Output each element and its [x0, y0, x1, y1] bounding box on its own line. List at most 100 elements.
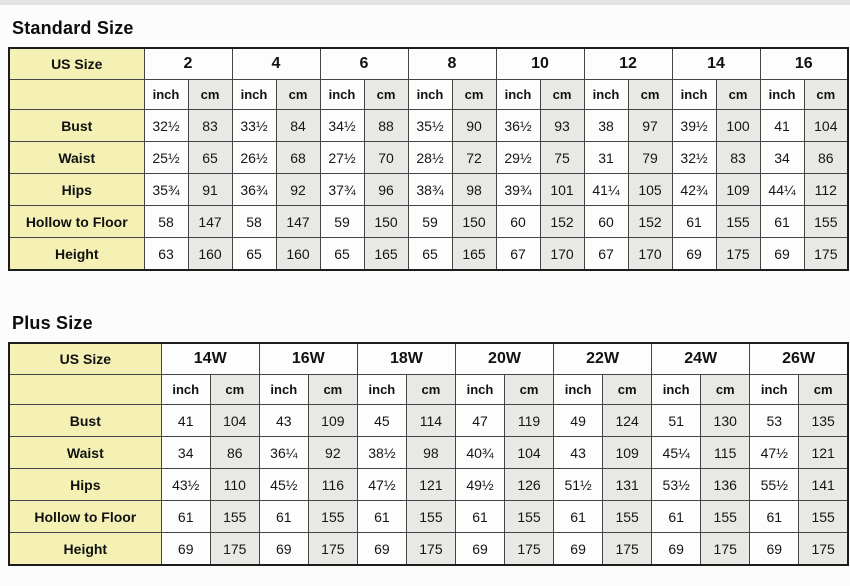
cm-value-cell: 72 [451, 141, 497, 174]
inch-value-cell: 27½ [319, 141, 365, 174]
inch-value-cell: 36½ [495, 109, 541, 142]
cm-value-cell: 79 [627, 141, 673, 174]
cm-unit-cell: cm [803, 79, 849, 110]
size-header-cell: 4 [231, 47, 321, 80]
inch-value-cell: 26½ [231, 141, 277, 174]
inch-unit-cell: inch [258, 374, 309, 405]
inch-value-cell: 60 [583, 205, 629, 238]
size-header-cell: 12 [583, 47, 673, 80]
cm-value-cell: 175 [798, 532, 849, 566]
measurement-row: Hollow to Floor 58 147 58 147 59 150 59 150 60 152… [8, 205, 849, 238]
inch-value-cell: 55½ [749, 468, 800, 501]
inch-value-cell: 69 [258, 532, 309, 566]
size-header-cell: 26W [749, 342, 849, 375]
cm-value-cell: 175 [405, 532, 456, 566]
inch-value-cell: 35¾ [143, 173, 189, 206]
cm-value-cell: 104 [803, 109, 849, 142]
size-header-cell: 10 [495, 47, 585, 80]
measurement-row: Height 69 175 69 175 69 175 69 175 69 175 69 175 69 17… [8, 532, 849, 566]
inch-value-cell: 65 [407, 237, 453, 271]
cm-value-cell: 147 [275, 205, 321, 238]
inch-value-cell: 58 [231, 205, 277, 238]
inch-value-cell: 31 [583, 141, 629, 174]
inch-value-cell: 69 [356, 532, 407, 566]
inch-value-cell: 41 [759, 109, 805, 142]
inch-value-cell: 43 [553, 436, 604, 469]
inch-value-cell: 41¼ [583, 173, 629, 206]
cm-value-cell: 155 [405, 500, 456, 533]
cm-unit-cell: cm [451, 79, 497, 110]
cm-value-cell: 155 [803, 205, 849, 238]
cm-unit-cell: cm [700, 374, 751, 405]
cm-value-cell: 121 [405, 468, 456, 501]
inch-value-cell: 45¼ [651, 436, 702, 469]
inch-value-cell: 34½ [319, 109, 365, 142]
cm-value-cell: 92 [275, 173, 321, 206]
cm-value-cell: 175 [715, 237, 761, 271]
cm-value-cell: 83 [715, 141, 761, 174]
inch-value-cell: 53 [749, 404, 800, 437]
cm-value-cell: 86 [209, 436, 260, 469]
inch-value-cell: 36¾ [231, 173, 277, 206]
inch-unit-cell: inch [143, 79, 189, 110]
plus-size-title: Plus Size [12, 313, 93, 333]
cm-value-cell: 170 [539, 237, 585, 271]
standard-size-table: US Size 2 4 6 8 10 12 14 16 inch cm inch cm inch cm inc… [8, 47, 850, 271]
measurement-row: Bust 41 104 43 109 45 114 47 119 49 124 51 130 53 135 [8, 404, 849, 437]
cm-value-cell: 86 [803, 141, 849, 174]
cm-value-cell: 96 [363, 173, 409, 206]
inch-value-cell: 34 [160, 436, 211, 469]
inch-value-cell: 61 [759, 205, 805, 238]
measurement-row: Hips 35¾ 91 36¾ 92 37¾ 96 38¾ 98 39¾ 101 41¼ 105 42¾ 1… [8, 173, 849, 206]
cm-value-cell: 155 [209, 500, 260, 533]
cm-value-cell: 155 [798, 500, 849, 533]
cm-unit-cell: cm [627, 79, 673, 110]
cm-value-cell: 121 [798, 436, 849, 469]
inch-value-cell: 58 [143, 205, 189, 238]
inch-value-cell: 29½ [495, 141, 541, 174]
cm-value-cell: 147 [187, 205, 233, 238]
cm-value-cell: 97 [627, 109, 673, 142]
size-header-row: US Size 2 4 6 8 10 12 14 16 [8, 47, 849, 80]
row-label-cell: Bust [8, 404, 162, 437]
cm-value-cell: 160 [187, 237, 233, 271]
cm-value-cell: 136 [700, 468, 751, 501]
cm-value-cell: 88 [363, 109, 409, 142]
cm-value-cell: 175 [209, 532, 260, 566]
inch-unit-cell: inch [454, 374, 506, 405]
row-label-cell: Hollow to Floor [8, 205, 145, 238]
size-header-cell: 14 [671, 47, 761, 80]
inch-unit-cell: inch [749, 374, 800, 405]
us-size-corner-cell: US Size [8, 47, 145, 80]
inch-value-cell: 33½ [231, 109, 277, 142]
blank-label-cell [8, 79, 145, 110]
inch-value-cell: 61 [749, 500, 800, 533]
cm-unit-cell: cm [503, 374, 555, 405]
size-header-cell: 16W [258, 342, 358, 375]
inch-value-cell: 39¾ [495, 173, 541, 206]
inch-value-cell: 61 [553, 500, 604, 533]
cm-unit-cell: cm [307, 374, 358, 405]
cm-value-cell: 119 [503, 404, 555, 437]
unit-header-row: inch cm inch cm inch cm inch cm inch cm inch cm inch… [8, 79, 849, 110]
inch-value-cell: 38 [583, 109, 629, 142]
inch-value-cell: 38¾ [407, 173, 453, 206]
inch-unit-cell: inch [759, 79, 805, 110]
size-header-cell: 24W [651, 342, 751, 375]
cm-value-cell: 116 [307, 468, 358, 501]
inch-value-cell: 69 [160, 532, 211, 566]
cm-value-cell: 112 [803, 173, 849, 206]
size-header-cell: 22W [553, 342, 653, 375]
size-header-cell: 14W [160, 342, 260, 375]
cm-value-cell: 175 [700, 532, 751, 566]
inch-value-cell: 61 [671, 205, 717, 238]
inch-value-cell: 69 [759, 237, 805, 271]
inch-value-cell: 61 [160, 500, 211, 533]
cm-value-cell: 155 [307, 500, 358, 533]
cm-value-cell: 165 [451, 237, 497, 271]
inch-unit-cell: inch [407, 79, 453, 110]
cm-value-cell: 155 [715, 205, 761, 238]
cm-value-cell: 65 [187, 141, 233, 174]
inch-value-cell: 49½ [454, 468, 506, 501]
cm-value-cell: 152 [627, 205, 673, 238]
